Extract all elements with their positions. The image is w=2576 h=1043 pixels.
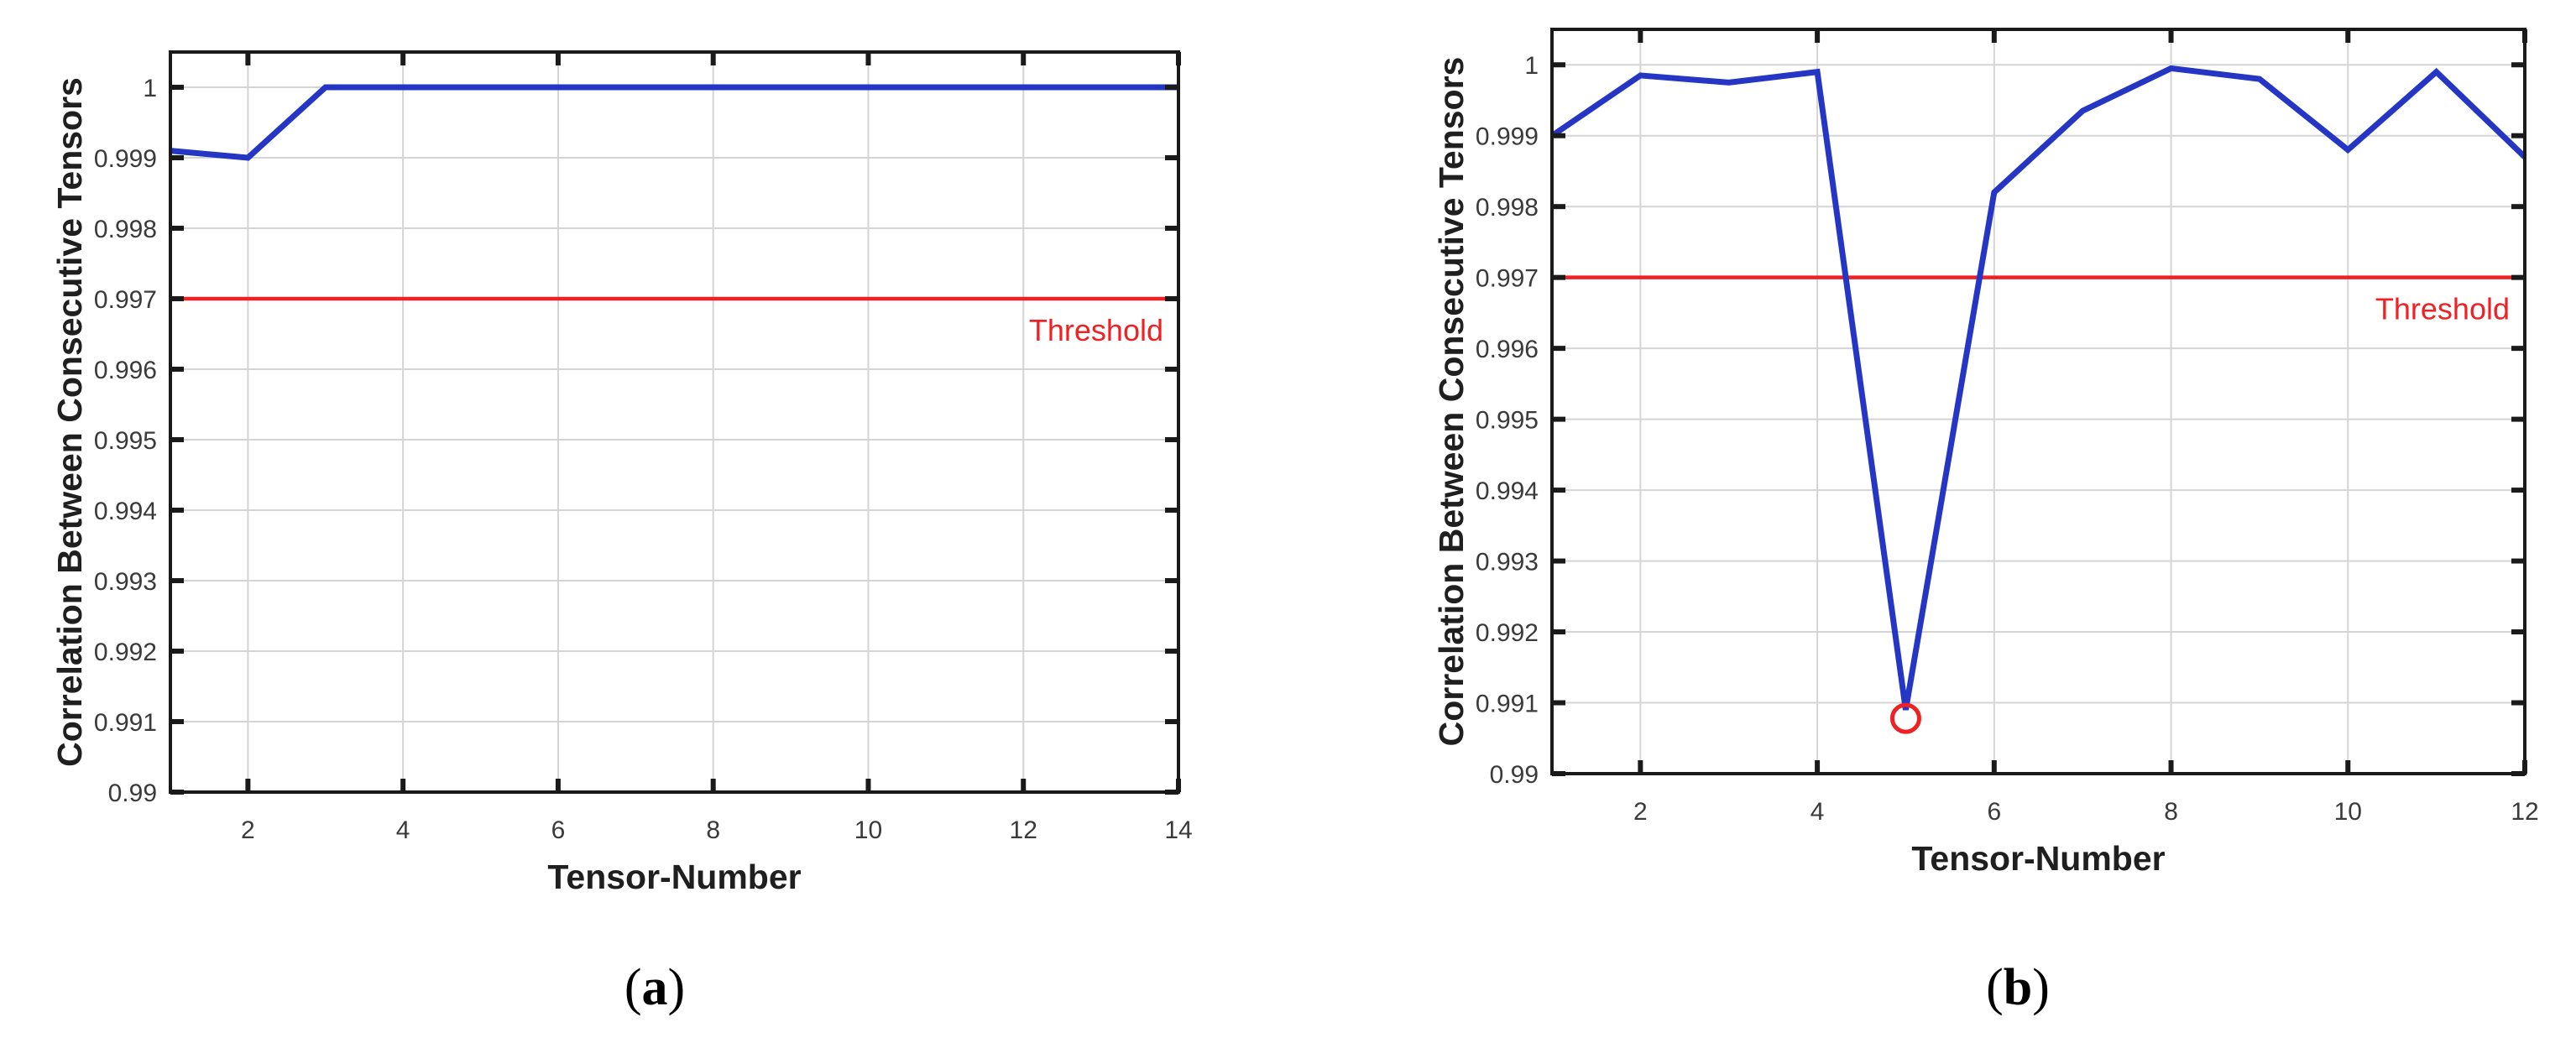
y-tick-label: 0.993 — [1476, 549, 1539, 576]
caption-b-letter: b — [2003, 959, 2033, 1016]
x-tick-label: 14 — [1164, 816, 1192, 844]
y-tick-label: 0.992 — [94, 639, 157, 666]
y-tick-label: 0.993 — [94, 568, 157, 596]
y-tick-label: 0.998 — [94, 216, 157, 243]
x-axis-label: Tensor-Number — [1911, 839, 2165, 878]
caption-b-open: ( — [1986, 959, 2004, 1016]
x-tick-label: 12 — [1010, 816, 1037, 844]
caption-a-open: ( — [624, 959, 642, 1016]
y-tick-label: 0.997 — [94, 286, 157, 314]
caption-a-letter: a — [641, 959, 668, 1016]
y-tick-label: 0.994 — [94, 498, 157, 525]
y-tick-label: 0.994 — [1476, 477, 1539, 505]
x-tick-label: 8 — [706, 816, 720, 844]
series-line — [1550, 65, 2527, 711]
y-axis-label: Correlation Between Consecutive Tensors — [50, 77, 89, 767]
caption-b-close: ) — [2032, 959, 2050, 1016]
y-tick-label: 0.996 — [1476, 336, 1539, 363]
x-tick-label: 4 — [396, 816, 410, 844]
series-line — [170, 84, 1178, 161]
caption-b: (b) — [1986, 958, 2050, 1018]
x-tick-label: 10 — [2334, 798, 2362, 826]
y-tick-label: 0.99 — [108, 780, 157, 807]
caption-a-close: ) — [667, 959, 686, 1016]
y-tick-label: 0.992 — [1476, 619, 1539, 647]
x-tick-label: 6 — [1987, 798, 2001, 826]
y-tick-label: 0.995 — [94, 427, 157, 455]
x-tick-label: 4 — [1811, 798, 1825, 826]
x-tick-label: 8 — [2164, 798, 2178, 826]
y-tick-label: 1 — [1524, 52, 1539, 80]
threshold-label: Threshold — [1029, 313, 1163, 347]
y-tick-label: 0.998 — [1476, 194, 1539, 222]
x-tick-label: 2 — [1633, 798, 1648, 826]
chart-a: 0.99 0.991 0.992 0.993 0.994 0.995 0.996 0.997 0… — [50, 50, 1193, 896]
threshold-label: Threshold — [2375, 292, 2510, 326]
y-tick-label: 0.999 — [1476, 123, 1539, 151]
chart-b: 0.99 0.991 0.992 0.993 0.994 0.995 0.996 0.997 0… — [1432, 28, 2539, 878]
axes-border — [169, 50, 1180, 794]
x-tick-label: 6 — [551, 816, 566, 844]
y-tick-label: 0.991 — [1476, 691, 1539, 718]
change-point-marker — [1889, 702, 1921, 734]
y-tick-label: 0.991 — [94, 709, 157, 737]
y-axis-label: Correlation Between Consecutive Tensors — [1432, 57, 1471, 747]
y-tick-label: 0.999 — [94, 145, 157, 173]
x-tick-label: 12 — [2511, 798, 2538, 826]
y-tick-label: 0.997 — [1476, 265, 1539, 293]
y-tick-label: 1 — [143, 75, 157, 102]
caption-a: (a) — [624, 958, 685, 1018]
y-tick-label: 0.995 — [1476, 407, 1539, 435]
x-axis-label: Tensor-Number — [547, 858, 801, 896]
y-tick-label: 0.99 — [1490, 761, 1539, 789]
y-tick-label: 0.996 — [94, 357, 157, 384]
axes-border — [1550, 28, 2526, 775]
x-tick-label: 10 — [854, 816, 882, 844]
x-tick-label: 2 — [241, 816, 255, 844]
